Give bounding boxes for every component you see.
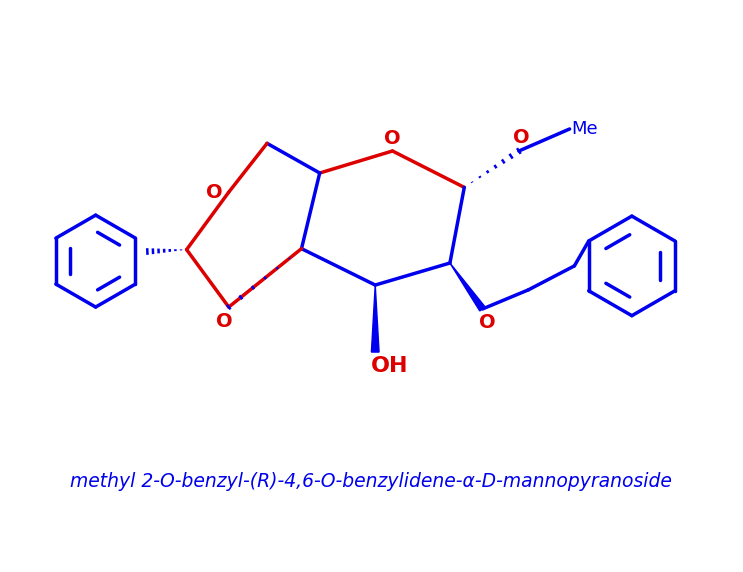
Text: O: O — [384, 129, 400, 148]
Text: O: O — [479, 313, 496, 332]
Text: Me: Me — [571, 120, 598, 138]
Polygon shape — [372, 285, 379, 352]
Polygon shape — [450, 263, 485, 311]
Text: O: O — [513, 128, 530, 147]
Text: OH: OH — [371, 356, 409, 376]
Text: O: O — [215, 312, 233, 331]
Text: methyl 2-O-benzyl-(R)-4,6-O-benzylidene-α-D-mannopyranoside: methyl 2-O-benzyl-(R)-4,6-O-benzylidene-… — [71, 472, 672, 491]
Text: O: O — [206, 182, 223, 202]
